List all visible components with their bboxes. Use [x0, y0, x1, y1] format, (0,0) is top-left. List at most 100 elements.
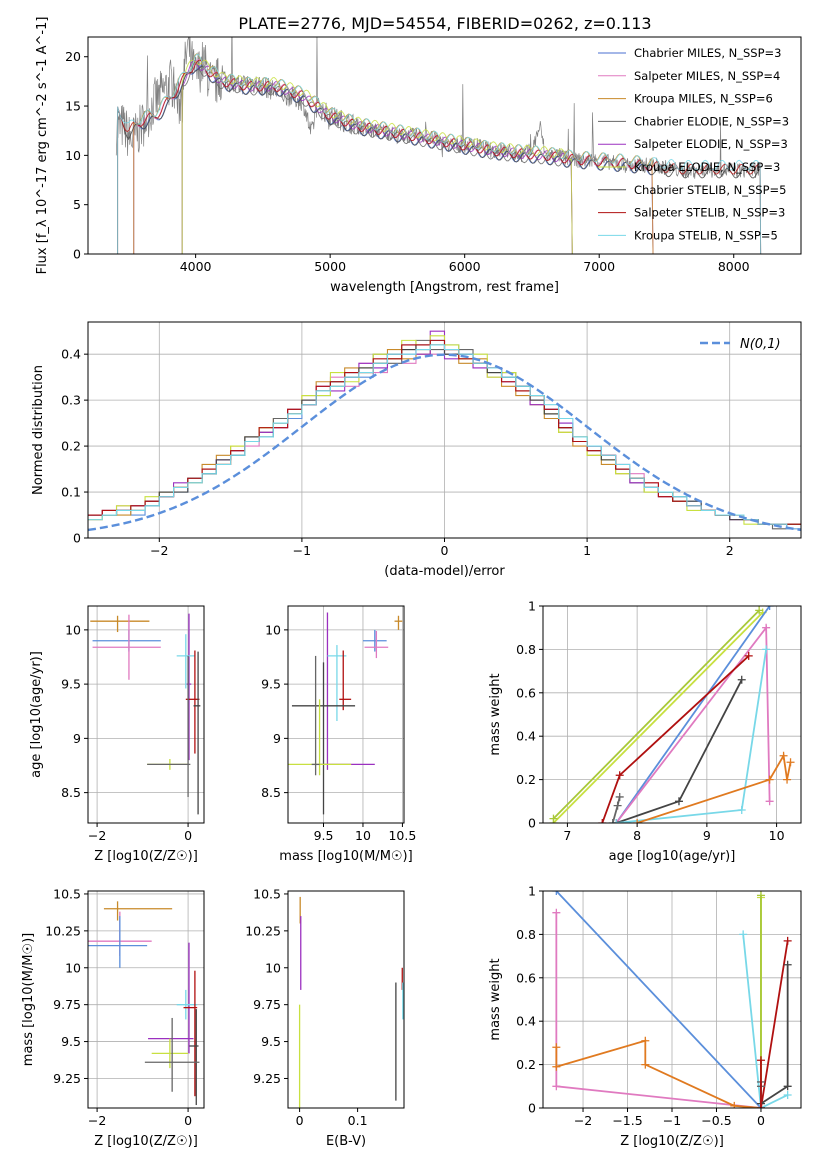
axes-frame — [287, 890, 405, 1109]
legend-label: Chabrier ELODIE, N_SSP=3 — [634, 114, 789, 128]
y-tick-label: 9.75 — [53, 997, 81, 1012]
series-marker — [737, 805, 746, 814]
x-tick-label: 9.5 — [314, 828, 334, 843]
figure-title: PLATE=2776, MJD=54554, FIBERID=0262, z=0… — [238, 14, 651, 33]
x-tick-label: 2 — [726, 543, 734, 558]
gaussian-curve — [88, 353, 801, 532]
series-marker — [737, 675, 746, 684]
x-tick-label: −0.5 — [701, 1113, 731, 1128]
series-line — [615, 606, 771, 823]
y-tick-label: 9.5 — [261, 1034, 281, 1049]
y-tick-label: 8.5 — [61, 785, 81, 800]
plot-area — [88, 330, 801, 532]
x-tick-label: 0 — [184, 1113, 192, 1128]
legend-label: Salpeter ELODIE, N_SSP=3 — [634, 137, 788, 151]
y-axis-label: Flux [f_λ 10^-17 erg cm^-2 s^-1 A^-1] — [35, 17, 50, 275]
x-axis-label: (data-model)/error — [384, 564, 505, 579]
x-tick-label: −2 — [88, 828, 106, 843]
plot-area — [88, 901, 200, 1106]
mass-weight-vs-age-panel: 7 8 9 10 0 0.2 0.4 0.6 0.8 1 age [log10(age/yr)] ma… — [488, 599, 802, 864]
y-tick-label: 0.2 — [516, 1057, 536, 1072]
y-tick-label: 10.25 — [45, 923, 81, 938]
series-line — [760, 940, 789, 1108]
axes-frame — [87, 890, 205, 1109]
x-tick-label: −1.5 — [612, 1113, 642, 1128]
y-tick-label: 0.4 — [516, 1014, 536, 1029]
series-marker — [641, 1060, 650, 1069]
series-marker — [756, 1056, 765, 1065]
x-tick-label: 4000 — [180, 259, 212, 274]
legend-label: Salpeter MILES, N_SSP=4 — [634, 69, 780, 83]
y-tick-label: 10 — [65, 622, 81, 637]
y-axis-label: Normed distribution — [31, 365, 46, 495]
plot-area — [552, 891, 792, 1108]
y-tick-label: 0.6 — [516, 970, 536, 985]
legend-label: Kroupa ELODIE, N_SSP=3 — [634, 160, 780, 174]
series-marker — [765, 775, 774, 784]
series-marker — [612, 819, 621, 823]
mass-weight-vs-metallicity-panel: −2 −1.5 −1 −0.5 0 0 0.2 0.4 0.6 0.8 1 Z [log10(Z/Z☉… — [488, 884, 802, 1149]
x-tick-label: 0 — [441, 543, 449, 558]
y-tick-label: 5 — [73, 197, 81, 212]
y-axis-label: age [log10(age/yr)] — [29, 651, 44, 778]
y-tick-label: 10 — [65, 148, 81, 163]
x-tick-label: 7 — [563, 828, 571, 843]
x-axis-label: Z [log10(Z/Z☉)] — [94, 849, 198, 864]
x-tick-label: 8 — [633, 828, 641, 843]
x-tick-label: 10 — [769, 828, 785, 843]
x-tick-label: −2 — [150, 543, 168, 558]
series-marker — [779, 751, 788, 760]
y-tick-label: 9.25 — [253, 1071, 281, 1086]
series-marker — [633, 819, 642, 823]
series-marker — [552, 891, 561, 895]
mass-vs-ebv-panel: 0 0.1 9.25 9.5 9.75 10 10.25 10.5 E(B-V) — [245, 886, 405, 1149]
x-axis-label: mass [log10(M/M☉)] — [279, 849, 412, 864]
series-marker — [730, 1101, 739, 1108]
x-axis-label: wavelength [Angstrom, rest frame] — [330, 280, 559, 295]
legend-label: Chabrier STELIB, N_SSP=5 — [634, 183, 786, 197]
series-marker — [552, 1043, 561, 1052]
residuals-panel: −2 −1 0 1 2 0 0.1 0.2 0.3 0.4 (data-model)/error No… — [31, 321, 802, 579]
y-tick-label: 0.8 — [516, 642, 536, 657]
age-vs-mass-panel: 9.5 10 10.5 8.5 9 9.5 10 mass [log10(M/M☉)] — [261, 605, 416, 864]
series-marker — [615, 771, 624, 780]
y-tick-label: 9 — [273, 731, 281, 746]
y-tick-label: 10.5 — [253, 886, 281, 901]
y-tick-label: 15 — [65, 99, 81, 114]
series-line — [555, 912, 762, 1108]
y-tick-label: 0 — [73, 531, 81, 546]
series-marker — [608, 819, 617, 823]
plot-area — [90, 613, 201, 815]
series-marker — [739, 930, 748, 939]
y-tick-label: 0.8 — [516, 927, 536, 942]
y-tick-label: 0 — [528, 816, 536, 831]
series-marker — [762, 623, 771, 632]
series-marker — [756, 1104, 765, 1108]
y-tick-label: 0.4 — [61, 347, 81, 362]
y-tick-label: 0.3 — [61, 393, 81, 408]
x-axis-label: Z [log10(Z/Z☉)] — [94, 1134, 198, 1149]
y-axis-label: mass [log10(M/M☉)] — [21, 933, 36, 1066]
x-tick-label: 0 — [184, 828, 192, 843]
series-marker — [765, 797, 774, 806]
x-tick-label: 1 — [583, 543, 591, 558]
series-marker — [756, 891, 765, 900]
series-marker — [549, 814, 558, 823]
series-marker — [552, 1082, 561, 1091]
model-spectrum — [117, 53, 762, 254]
x-tick-label: 7000 — [583, 259, 615, 274]
series-marker — [674, 797, 683, 806]
series-marker — [765, 606, 774, 610]
y-tick-label: 10.25 — [245, 923, 281, 938]
series-marker — [552, 908, 561, 917]
y-tick-label: 9.75 — [253, 997, 281, 1012]
y-tick-label: 9.5 — [61, 1034, 81, 1049]
y-tick-label: 0.6 — [516, 685, 536, 700]
model-spectrum — [181, 59, 573, 254]
y-tick-label: 9.25 — [53, 1071, 81, 1086]
series-line — [552, 609, 760, 820]
y-tick-label: 1 — [528, 884, 536, 899]
y-axis-label: mass weight — [488, 958, 503, 1040]
x-tick-label: 0 — [296, 1113, 304, 1128]
